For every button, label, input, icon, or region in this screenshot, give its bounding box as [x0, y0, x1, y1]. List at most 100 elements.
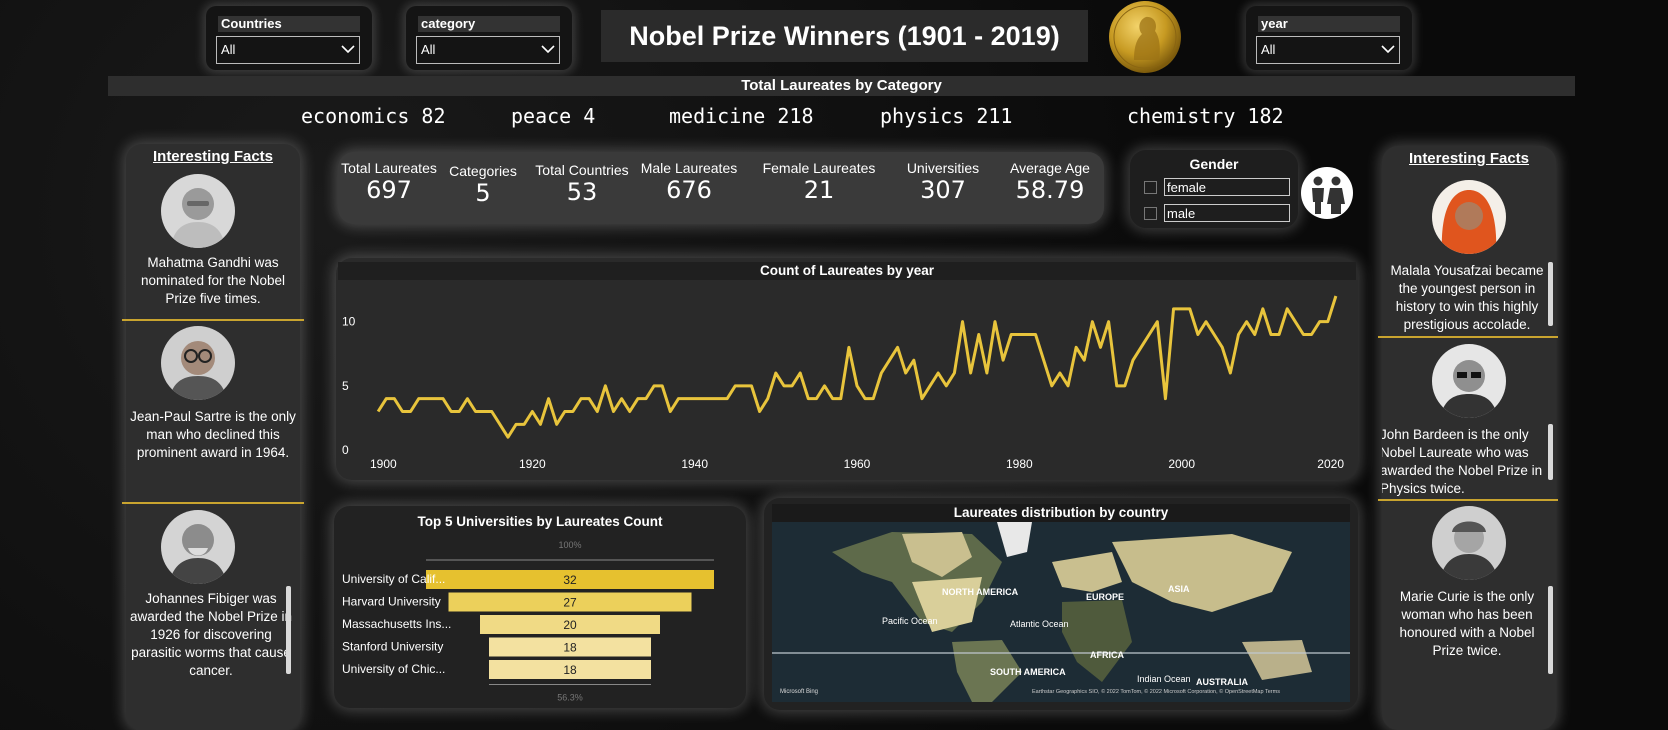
- funnel-bar-value: 32: [563, 573, 577, 587]
- category-item-peace: peace 4: [511, 104, 596, 128]
- kpi-average-age-title: Average Age: [1010, 160, 1090, 176]
- map-title: Laureates distribution by country: [772, 504, 1350, 522]
- chevron-down-icon: [541, 45, 555, 54]
- funnel-bar-value: 27: [563, 596, 577, 610]
- chevron-down-icon: [1381, 45, 1395, 54]
- line-chart: 0 5 10 1900 1920 1940 1960 1980 2000 2020: [342, 295, 1344, 471]
- right-facts-divider: [1378, 336, 1558, 338]
- funnel-category-label: Harvard University: [342, 595, 441, 609]
- curie-avatar: [1432, 506, 1506, 580]
- laureates-line[interactable]: [376, 295, 1338, 439]
- funnel-bar-value: 18: [563, 641, 577, 655]
- y-tick-label: 10: [342, 315, 356, 329]
- gender-slicer: Gender female male: [1130, 150, 1298, 228]
- gender-people-icon: [1300, 166, 1354, 220]
- right-facts-scrollbar[interactable]: [1548, 586, 1553, 674]
- x-tick-label: 1920: [519, 457, 546, 471]
- funnel-bar[interactable]: [480, 615, 660, 634]
- bardeen-avatar: [1432, 344, 1506, 418]
- kpi-total-laureates-value: 697: [366, 176, 412, 204]
- map-label-europe: EUROPE: [1086, 592, 1124, 602]
- year-slicer-label: year: [1258, 16, 1400, 32]
- category-slicer-label: category: [418, 16, 560, 32]
- kpi-male-laureates-value: 676: [666, 176, 712, 204]
- x-tick-label: 1960: [844, 457, 871, 471]
- left-fact-2-text: Jean-Paul Sartre is the only man who dec…: [130, 409, 296, 460]
- map-attribution[interactable]: Earthstar Geographics SIO, © 2022 TomTom…: [1032, 688, 1280, 695]
- funnel-bar[interactable]: [448, 592, 692, 612]
- funnel-category-label: Massachusetts Ins...: [342, 617, 451, 631]
- nobel-medal-logo: [1104, 0, 1186, 74]
- map-card: Laureates distribution by country NORTH …: [764, 498, 1358, 710]
- gender-slicer-title: Gender: [1189, 156, 1239, 172]
- kpi-total-countries: Total Countries 53: [532, 162, 632, 206]
- kpi-categories: Categories 5: [442, 163, 524, 207]
- map-label-atlantic: Atlantic Ocean: [1010, 619, 1069, 629]
- map-label-pacific: Pacific Ocean: [882, 616, 938, 626]
- chevron-down-icon: [341, 45, 355, 54]
- x-tick-label: 2000: [1168, 457, 1195, 471]
- funnel-bottom-percent: 56.3%: [557, 693, 583, 703]
- gender-option-female[interactable]: female: [1144, 178, 1294, 196]
- page-title: Nobel Prize Winners (1901 - 2019): [601, 10, 1088, 62]
- funnel-top-percent: 100%: [558, 540, 581, 550]
- kpi-total-countries-title: Total Countries: [535, 162, 629, 178]
- line-chart-title: Count of Laureates by year: [338, 262, 1356, 280]
- malala-avatar: [1432, 180, 1506, 254]
- left-facts-panel: Interesting Facts Mahatma Gandhi was nom…: [126, 144, 300, 730]
- y-tick-label: 0: [342, 443, 349, 457]
- category-dropdown[interactable]: All: [416, 36, 560, 64]
- countries-dropdown[interactable]: All: [216, 36, 360, 64]
- left-fact-3-text: Johannes Fibiger was awarded the Nobel P…: [129, 591, 293, 678]
- category-slicer[interactable]: category All: [406, 6, 572, 70]
- male-checkbox[interactable]: [1144, 207, 1157, 220]
- kpi-total-laureates-title: Total Laureates: [341, 160, 437, 176]
- funnel-category-label: Stanford University: [342, 640, 443, 654]
- map-label-africa: AFRICA: [1090, 650, 1124, 660]
- right-fact-1-text: Malala Yousafzai became the youngest per…: [1390, 263, 1544, 332]
- bar-chart-title: Top 5 Universities by Laureates Count: [417, 514, 663, 529]
- funnel-bar[interactable]: [426, 570, 714, 589]
- year-dropdown[interactable]: All: [1256, 36, 1400, 64]
- funnel-bar[interactable]: [489, 637, 651, 657]
- left-fact-1-text: Mahatma Gandhi was nominated for the Nob…: [140, 255, 286, 306]
- funnel-bar-value: 20: [563, 618, 577, 632]
- kpi-categories-title: Categories: [449, 163, 517, 179]
- map-label-indian: Indian Ocean: [1137, 674, 1191, 684]
- right-facts-scrollbar[interactable]: [1548, 424, 1553, 480]
- right-facts-divider: [1378, 499, 1558, 501]
- category-item-economics: economics 82: [301, 104, 446, 128]
- bar-chart-card: Top 5 Universities by Laureates Count 10…: [334, 506, 746, 708]
- funnel-bar[interactable]: [489, 660, 651, 679]
- right-facts-title: Interesting Facts: [1408, 150, 1530, 167]
- kpi-male-laureates: Male Laureates 676: [636, 160, 742, 204]
- kpi-male-laureates-title: Male Laureates: [640, 160, 738, 176]
- gender-option-male[interactable]: male: [1144, 204, 1294, 222]
- category-dropdown-value: All: [421, 42, 436, 57]
- female-checkbox[interactable]: [1144, 181, 1157, 194]
- category-item-chemistry: chemistry 182: [1127, 104, 1284, 128]
- map-label-asia: ASIA: [1168, 584, 1190, 594]
- kpi-universities: Universities 307: [898, 160, 988, 204]
- line-chart-card: Count of Laureates by year 0 5 10 1900 1920 1…: [336, 258, 1358, 480]
- kpi-categories-value: 5: [475, 179, 491, 207]
- y-tick-label: 5: [342, 379, 349, 393]
- x-tick-label: 1980: [1006, 457, 1033, 471]
- countries-slicer[interactable]: Countries All: [206, 6, 372, 70]
- funnel-bar-value: 18: [563, 663, 577, 677]
- right-fact-2-text: John Bardeen is the only Nobel Laureate …: [1382, 427, 1543, 496]
- funnel-category-label: University of Calif...: [342, 572, 445, 586]
- fibiger-avatar: [161, 510, 235, 584]
- kpi-card: Total Laureates 697 Categories 5 Total C…: [338, 152, 1104, 224]
- right-facts-panel: Interesting Facts Malala Yousafzai becam…: [1382, 146, 1556, 730]
- year-dropdown-value: All: [1261, 42, 1276, 57]
- right-facts-scrollbar[interactable]: [1548, 262, 1553, 326]
- world-map[interactable]: NORTH AMERICA EUROPE ASIA Pacific Ocean …: [772, 522, 1350, 702]
- left-facts-scrollbar[interactable]: [286, 586, 291, 674]
- kpi-universities-title: Universities: [906, 160, 980, 176]
- kpi-total-countries-value: 53: [566, 178, 598, 206]
- category-item-medicine: medicine 218: [669, 104, 814, 128]
- map-label-north-america: NORTH AMERICA: [942, 587, 1019, 597]
- year-slicer[interactable]: year All: [1246, 6, 1412, 70]
- kpi-female-laureates-title: Female Laureates: [762, 160, 876, 176]
